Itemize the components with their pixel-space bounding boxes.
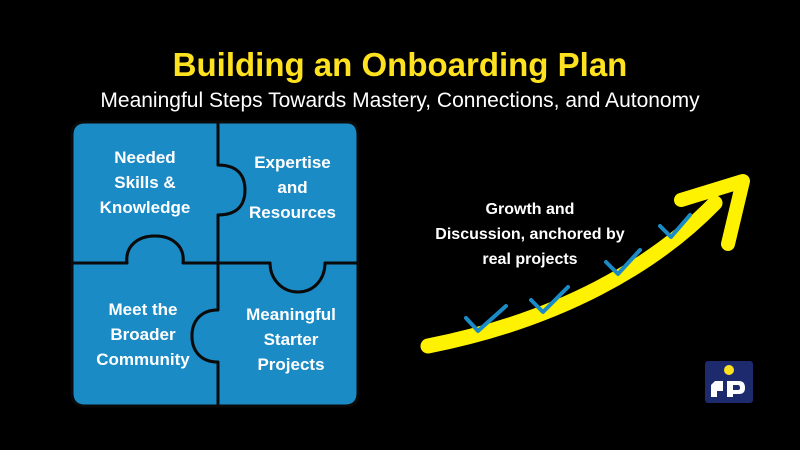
puzzle-piece-bottom-right: [190, 261, 360, 408]
piece-label-skills: Needed Skills & Knowledge: [99, 148, 191, 217]
growth-text: Growth and Discussion, anchored by real pr…: [435, 201, 625, 268]
checkmark-icon: [604, 248, 642, 276]
arrow-shaft: [420, 195, 723, 354]
piece-label-community: Meet the Broader Community: [96, 300, 190, 369]
checkmark-icon: [658, 213, 692, 239]
slide-subtitle: Meaningful Steps Towards Mastery, Connec…: [100, 89, 700, 112]
arrow-head: [674, 174, 750, 251]
piece-label-projects: Meaningful Starter Projects: [246, 305, 336, 374]
slide-title: Building an Onboarding Plan: [172, 46, 628, 83]
checkmark-icon: [529, 285, 570, 314]
logo-icon: [705, 361, 753, 403]
checkmark-icon: [464, 304, 508, 333]
piece-label-expertise: Expertise and Resources: [249, 153, 336, 222]
